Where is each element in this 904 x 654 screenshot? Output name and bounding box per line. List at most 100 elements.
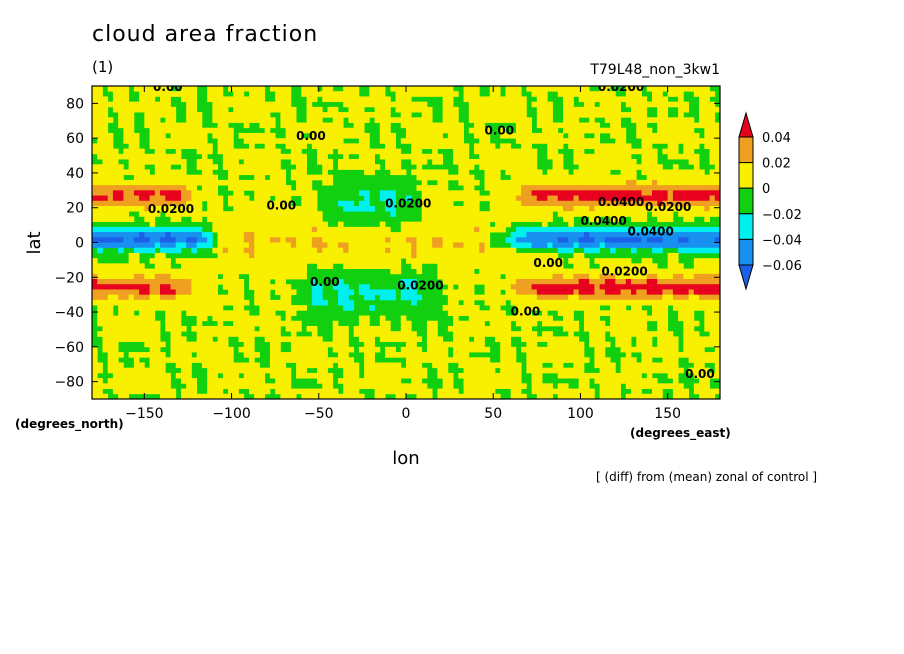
heatmap-cell xyxy=(589,294,595,301)
heatmap-cell xyxy=(484,258,491,264)
heatmap-cell xyxy=(594,279,601,285)
heatmap-cell xyxy=(212,258,218,264)
heatmap-cell xyxy=(667,205,674,212)
heatmap-cell xyxy=(683,216,689,223)
heatmap-cell xyxy=(337,299,344,306)
heatmap-cell xyxy=(149,195,156,202)
heatmap-cell xyxy=(186,232,192,238)
heatmap-cell xyxy=(238,117,245,123)
heatmap-cell xyxy=(290,143,297,149)
heatmap-cell xyxy=(463,294,470,301)
heatmap-cell xyxy=(191,205,198,212)
heatmap-cell xyxy=(196,117,203,123)
heatmap-cell xyxy=(536,232,543,238)
heatmap-cell xyxy=(92,96,98,103)
heatmap-cell xyxy=(631,174,637,181)
heatmap-cell xyxy=(458,320,464,327)
heatmap-cell xyxy=(547,320,553,327)
heatmap-cell xyxy=(222,310,229,316)
heatmap-cell xyxy=(573,357,580,363)
heatmap-cell xyxy=(657,284,663,290)
heatmap-cell xyxy=(510,96,517,103)
heatmap-cell xyxy=(317,341,323,348)
heatmap-cell xyxy=(207,273,213,280)
heatmap-cell xyxy=(589,205,595,212)
heatmap-cell xyxy=(186,106,192,113)
heatmap-cell xyxy=(337,221,344,228)
heatmap-cell xyxy=(243,372,250,379)
heatmap-cell xyxy=(92,169,98,176)
heatmap-cell xyxy=(154,211,161,217)
heatmap-cell xyxy=(406,117,412,123)
heatmap-cell xyxy=(458,294,464,301)
heatmap-cell xyxy=(489,315,496,322)
heatmap-cell xyxy=(699,200,705,207)
heatmap-cell xyxy=(453,132,459,139)
heatmap-cell xyxy=(458,268,464,275)
heatmap-cell xyxy=(699,122,705,129)
heatmap-cell xyxy=(160,258,166,264)
heatmap-cell xyxy=(657,362,663,369)
heatmap-cell xyxy=(102,325,109,332)
heatmap-cell xyxy=(217,101,224,108)
heatmap-cell xyxy=(500,279,506,285)
heatmap-cell xyxy=(238,336,245,343)
heatmap-cell xyxy=(358,132,365,139)
heatmap-cell xyxy=(139,320,145,327)
heatmap-cell xyxy=(620,325,627,332)
heatmap-cell xyxy=(385,352,391,358)
heatmap-cell xyxy=(625,148,632,155)
heatmap-cell xyxy=(348,367,355,374)
heatmap-cell xyxy=(547,232,553,238)
heatmap-cell xyxy=(573,127,580,134)
heatmap-cell xyxy=(552,143,559,149)
heatmap-cell xyxy=(536,179,543,186)
heatmap-cell xyxy=(353,247,360,254)
heatmap-cell xyxy=(175,279,182,285)
heatmap-cell xyxy=(542,195,548,202)
heatmap-cell xyxy=(484,331,491,337)
heatmap-cell xyxy=(217,299,224,306)
heatmap-cell xyxy=(489,258,496,264)
heatmap-cell xyxy=(102,211,109,217)
heatmap-cell xyxy=(348,205,355,212)
heatmap-cell xyxy=(269,205,276,212)
heatmap-cell xyxy=(426,153,433,160)
heatmap-cell xyxy=(489,96,496,103)
heatmap-cell xyxy=(128,320,135,327)
heatmap-cell xyxy=(259,190,266,196)
heatmap-cell xyxy=(432,357,438,363)
heatmap-cell xyxy=(610,237,616,243)
heatmap-cell xyxy=(505,357,512,363)
heatmap-cell xyxy=(222,101,229,108)
heatmap-cell xyxy=(160,252,166,259)
heatmap-cell xyxy=(531,101,538,108)
heatmap-cell xyxy=(301,153,307,160)
heatmap-cell xyxy=(280,138,287,144)
heatmap-cell xyxy=(374,325,381,332)
heatmap-cell xyxy=(442,357,449,363)
heatmap-cell xyxy=(343,362,349,369)
heatmap-cell xyxy=(222,352,229,358)
heatmap-cell xyxy=(264,143,271,149)
heatmap-cell xyxy=(322,169,328,176)
heatmap-cell xyxy=(542,315,548,322)
heatmap-cell xyxy=(301,86,307,92)
heatmap-cell xyxy=(243,310,250,316)
heatmap-cell xyxy=(662,299,669,306)
heatmap-cell xyxy=(573,284,580,290)
heatmap-cell xyxy=(317,242,323,249)
heatmap-cell xyxy=(107,211,114,217)
heatmap-cell xyxy=(604,164,611,170)
heatmap-cell xyxy=(233,117,239,123)
heatmap-cell xyxy=(505,96,512,103)
heatmap-cell xyxy=(563,299,569,306)
heatmap-cell xyxy=(133,138,140,144)
heatmap-cell xyxy=(557,195,564,202)
heatmap-cell xyxy=(704,247,710,254)
heatmap-cell xyxy=(589,325,595,332)
heatmap-cell xyxy=(714,153,720,160)
heatmap-cell xyxy=(128,252,135,259)
heatmap-cell xyxy=(578,195,585,202)
heatmap-cell xyxy=(144,169,150,176)
